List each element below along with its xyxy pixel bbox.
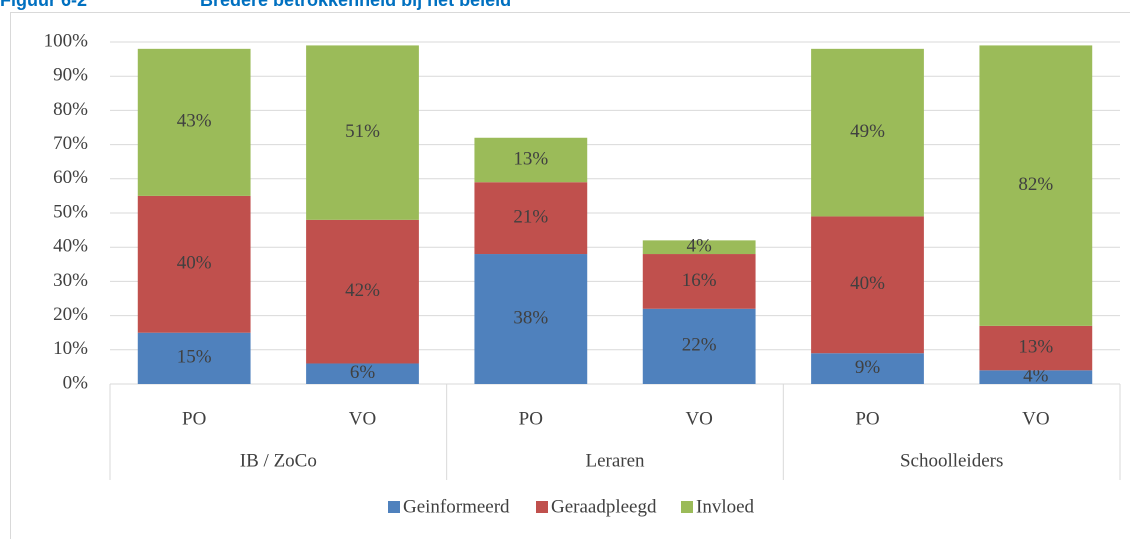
data-label: 4% bbox=[687, 236, 713, 257]
bar-segment bbox=[811, 353, 924, 384]
data-label: 49% bbox=[850, 121, 885, 142]
bar-segment bbox=[474, 182, 588, 255]
bar-segment bbox=[306, 219, 419, 364]
bar-segment bbox=[474, 254, 588, 384]
bar-segment bbox=[642, 240, 756, 255]
legend-label: Geinformeerd bbox=[403, 496, 510, 517]
bar-segment bbox=[137, 332, 251, 384]
data-label: 13% bbox=[513, 148, 548, 169]
y-tick-label: 90% bbox=[53, 65, 88, 86]
bar-segment bbox=[137, 48, 251, 196]
chart-title: Bredere betrokkenheid bij het beleid bbox=[200, 0, 511, 10]
data-label: 21% bbox=[513, 206, 548, 227]
bar-segment bbox=[642, 308, 756, 384]
figure-label: Figuur 6-2 bbox=[0, 0, 87, 10]
data-label: 51% bbox=[345, 121, 380, 142]
data-label: 13% bbox=[1018, 336, 1053, 357]
y-tick-label: 40% bbox=[53, 236, 88, 257]
data-label: 15% bbox=[177, 347, 212, 368]
data-label: 42% bbox=[345, 280, 380, 301]
legend-swatch bbox=[681, 501, 693, 513]
legend-swatch bbox=[536, 501, 548, 513]
y-tick-label: 80% bbox=[53, 99, 88, 120]
data-label: 82% bbox=[1018, 174, 1053, 195]
y-tick-label: 100% bbox=[44, 30, 89, 51]
x-tick-label: VO bbox=[349, 408, 376, 429]
data-label: 43% bbox=[177, 111, 212, 132]
group-label: IB / ZoCo bbox=[240, 450, 317, 471]
data-label: 40% bbox=[177, 253, 212, 274]
y-tick-label: 20% bbox=[53, 304, 88, 325]
data-label: 16% bbox=[682, 270, 717, 291]
bar-segment bbox=[979, 370, 1093, 384]
bar-segment bbox=[642, 254, 756, 309]
data-label: 9% bbox=[855, 357, 881, 378]
bar-segment bbox=[811, 216, 924, 354]
y-tick-label: 70% bbox=[53, 133, 88, 154]
legend-label: Geraadpleegd bbox=[551, 496, 657, 517]
bar-segment bbox=[137, 195, 251, 333]
x-tick-label: PO bbox=[519, 408, 543, 429]
bar-segment bbox=[306, 363, 419, 384]
group-label: Schoolleiders bbox=[900, 450, 1003, 471]
data-label: 40% bbox=[850, 273, 885, 294]
group-label: Leraren bbox=[585, 450, 645, 471]
data-label: 4% bbox=[1023, 366, 1049, 387]
data-label: 6% bbox=[350, 362, 376, 383]
bar-segment bbox=[474, 137, 588, 183]
legend-swatch bbox=[388, 501, 400, 513]
x-tick-label: VO bbox=[1022, 408, 1049, 429]
data-label: 22% bbox=[682, 335, 717, 356]
x-tick-label: PO bbox=[855, 408, 879, 429]
legend-label: Invloed bbox=[696, 496, 755, 517]
x-tick-label: PO bbox=[182, 408, 206, 429]
y-tick-label: 0% bbox=[63, 372, 89, 393]
y-tick-label: 10% bbox=[53, 338, 88, 359]
x-tick-label: VO bbox=[685, 408, 712, 429]
data-label: 38% bbox=[513, 307, 548, 328]
bar-segment bbox=[811, 48, 924, 217]
chart-border bbox=[10, 12, 1130, 539]
bar-segment bbox=[979, 45, 1093, 326]
y-tick-label: 30% bbox=[53, 270, 88, 291]
y-tick-label: 60% bbox=[53, 167, 88, 188]
bar-segment bbox=[306, 45, 419, 220]
bar-segment bbox=[979, 325, 1093, 371]
y-tick-label: 50% bbox=[53, 201, 88, 222]
